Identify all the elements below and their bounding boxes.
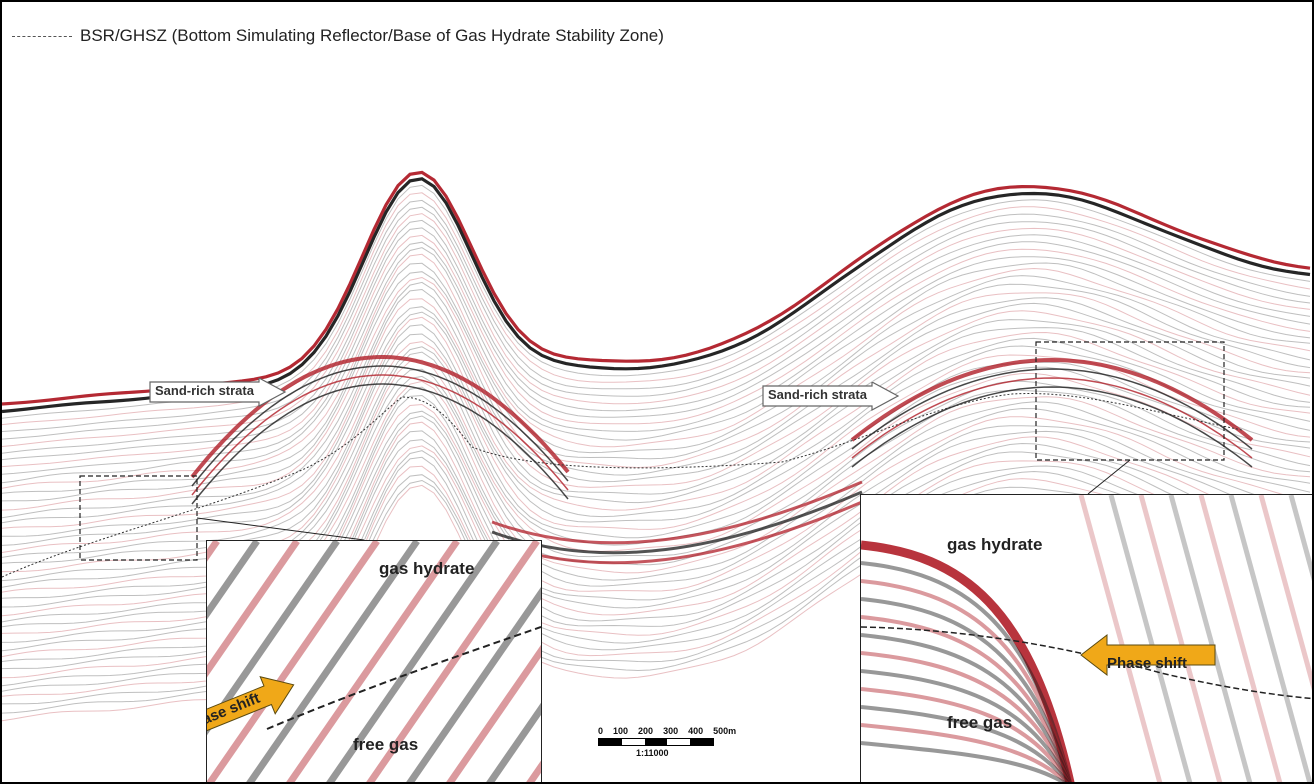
scale-bar: 0 100 200 300 400 500m 1:11000: [598, 726, 736, 758]
anticline-reflector: [190, 354, 570, 479]
reflector: [2, 199, 1311, 432]
legend-dashed-line: [12, 35, 72, 37]
reflector: [2, 262, 1311, 494]
phase-shift-arrow-left: [207, 676, 295, 739]
scale-ratio: 1:11000: [636, 748, 669, 758]
reflector: [2, 253, 1311, 489]
connector-right-a: [1087, 459, 1131, 495]
inset-reflector: [446, 644, 541, 782]
scale-tick: 300: [663, 726, 679, 736]
inset-reflector: [207, 541, 260, 620]
inset-reflector: [861, 633, 1072, 782]
inset-reflector: [1108, 495, 1193, 782]
inset-reflector: [1168, 495, 1253, 782]
anticline-reflector: [851, 386, 1253, 468]
sand-rich-arrow-right: Sand-rich strata: [762, 382, 900, 412]
free-gas-label-right: free gas: [947, 713, 1013, 732]
gas-hydrate-label-right: gas hydrate: [947, 535, 1043, 554]
outline-arrow-icon: [762, 382, 900, 412]
free-gas-label-left: free gas: [353, 735, 419, 754]
inset-reflector: [246, 541, 420, 782]
inset-reflector: [861, 651, 1071, 782]
trough-reflector: [491, 500, 863, 565]
anticline-reflector: [191, 383, 569, 505]
scale-tick: 400: [688, 726, 704, 736]
legend-text: BSR/GHSZ (Bottom Simulating Reflector/Ba…: [80, 26, 664, 45]
inset-reflector: [861, 669, 1071, 782]
reflector: [2, 219, 1311, 454]
trough-reflector: [491, 480, 863, 545]
anticline-reflector: [191, 374, 569, 496]
inset-left-seismic: [207, 541, 541, 782]
legend: BSR/GHSZ (Bottom Simulating Reflector/Ba…: [12, 26, 664, 46]
scale-tick: 200: [638, 726, 654, 736]
gas-hydrate-label-left: gas hydrate: [379, 559, 475, 578]
inset-reflector: [861, 705, 1070, 782]
inset-right-bsr: [861, 626, 1312, 700]
scale-tick: 0: [598, 726, 604, 736]
inset-reflector: [861, 687, 1071, 782]
phase-shift-arrow-right: [1080, 633, 1216, 677]
reflector: [2, 206, 1311, 440]
inset-right: gas hydrate free gas Phase shift: [860, 494, 1312, 782]
reflector: [2, 324, 1311, 558]
inset-reflector: [326, 541, 500, 782]
reflector: [2, 276, 1311, 511]
scale-tick: 100: [613, 726, 629, 736]
anticline-reflector: [851, 368, 1253, 450]
inset-reflector: [486, 702, 541, 782]
connector-left-a: [196, 517, 365, 541]
reflector: [2, 247, 1311, 484]
inset-reflector: [1078, 495, 1163, 782]
reflector: [2, 311, 1311, 546]
anticline-reflector: [191, 365, 569, 487]
inset-reflector: [1288, 495, 1312, 582]
inset-reflector: [1198, 495, 1283, 782]
inset-reflector: [861, 723, 1069, 782]
inset-reflector: [861, 741, 1067, 782]
inset-reflector: [861, 597, 1072, 782]
inset-reflector: [207, 541, 340, 736]
sand-rich-label-left: Sand-rich strata: [155, 383, 254, 398]
inset-reflector: [1138, 495, 1223, 782]
scale-tick: 500m: [713, 726, 737, 736]
reflector: [2, 227, 1311, 461]
inset-reflector: [207, 541, 300, 678]
reflector: [2, 192, 1311, 426]
zoom-box-left: [79, 475, 198, 561]
inset-reflector: [406, 586, 541, 782]
outline-arrow-icon: [149, 378, 287, 408]
reflector: [2, 306, 1311, 537]
inset-reflector: [1258, 495, 1312, 691]
reflector: [2, 316, 1311, 553]
inset-reflector: [207, 541, 380, 782]
reflector: [2, 298, 1311, 529]
inset-reflector: [861, 561, 1072, 782]
inset-left-bsr: [266, 626, 541, 730]
inset-reflector: [861, 540, 1075, 782]
scale-bar-segments: [598, 738, 714, 746]
reflector: [2, 271, 1311, 502]
reflector: [2, 288, 1311, 524]
inset-reflector: [861, 615, 1072, 782]
anticline-reflector: [850, 357, 1254, 442]
inset-left: gas hydrate free gas Phase shift: [206, 540, 542, 782]
sand-rich-label-right: Sand-rich strata: [768, 387, 867, 402]
inset-reflector: [861, 579, 1072, 782]
reflector: [2, 213, 1311, 447]
anticline-reflector: [851, 377, 1253, 459]
inset-reflector: [1228, 495, 1312, 782]
inset-right-seismic: [861, 495, 1312, 782]
scale-ticks: 0 100 200 300 400 500m: [598, 726, 736, 736]
inset-reflector: [286, 541, 460, 782]
bsr-line: [2, 393, 1243, 578]
reflector: [2, 281, 1311, 519]
reflector: [2, 234, 1311, 468]
phase-shift-label-right: Phase shift: [1107, 655, 1188, 672]
sand-rich-arrow-left: Sand-rich strata: [149, 378, 287, 408]
inset-reflector: [366, 541, 540, 782]
